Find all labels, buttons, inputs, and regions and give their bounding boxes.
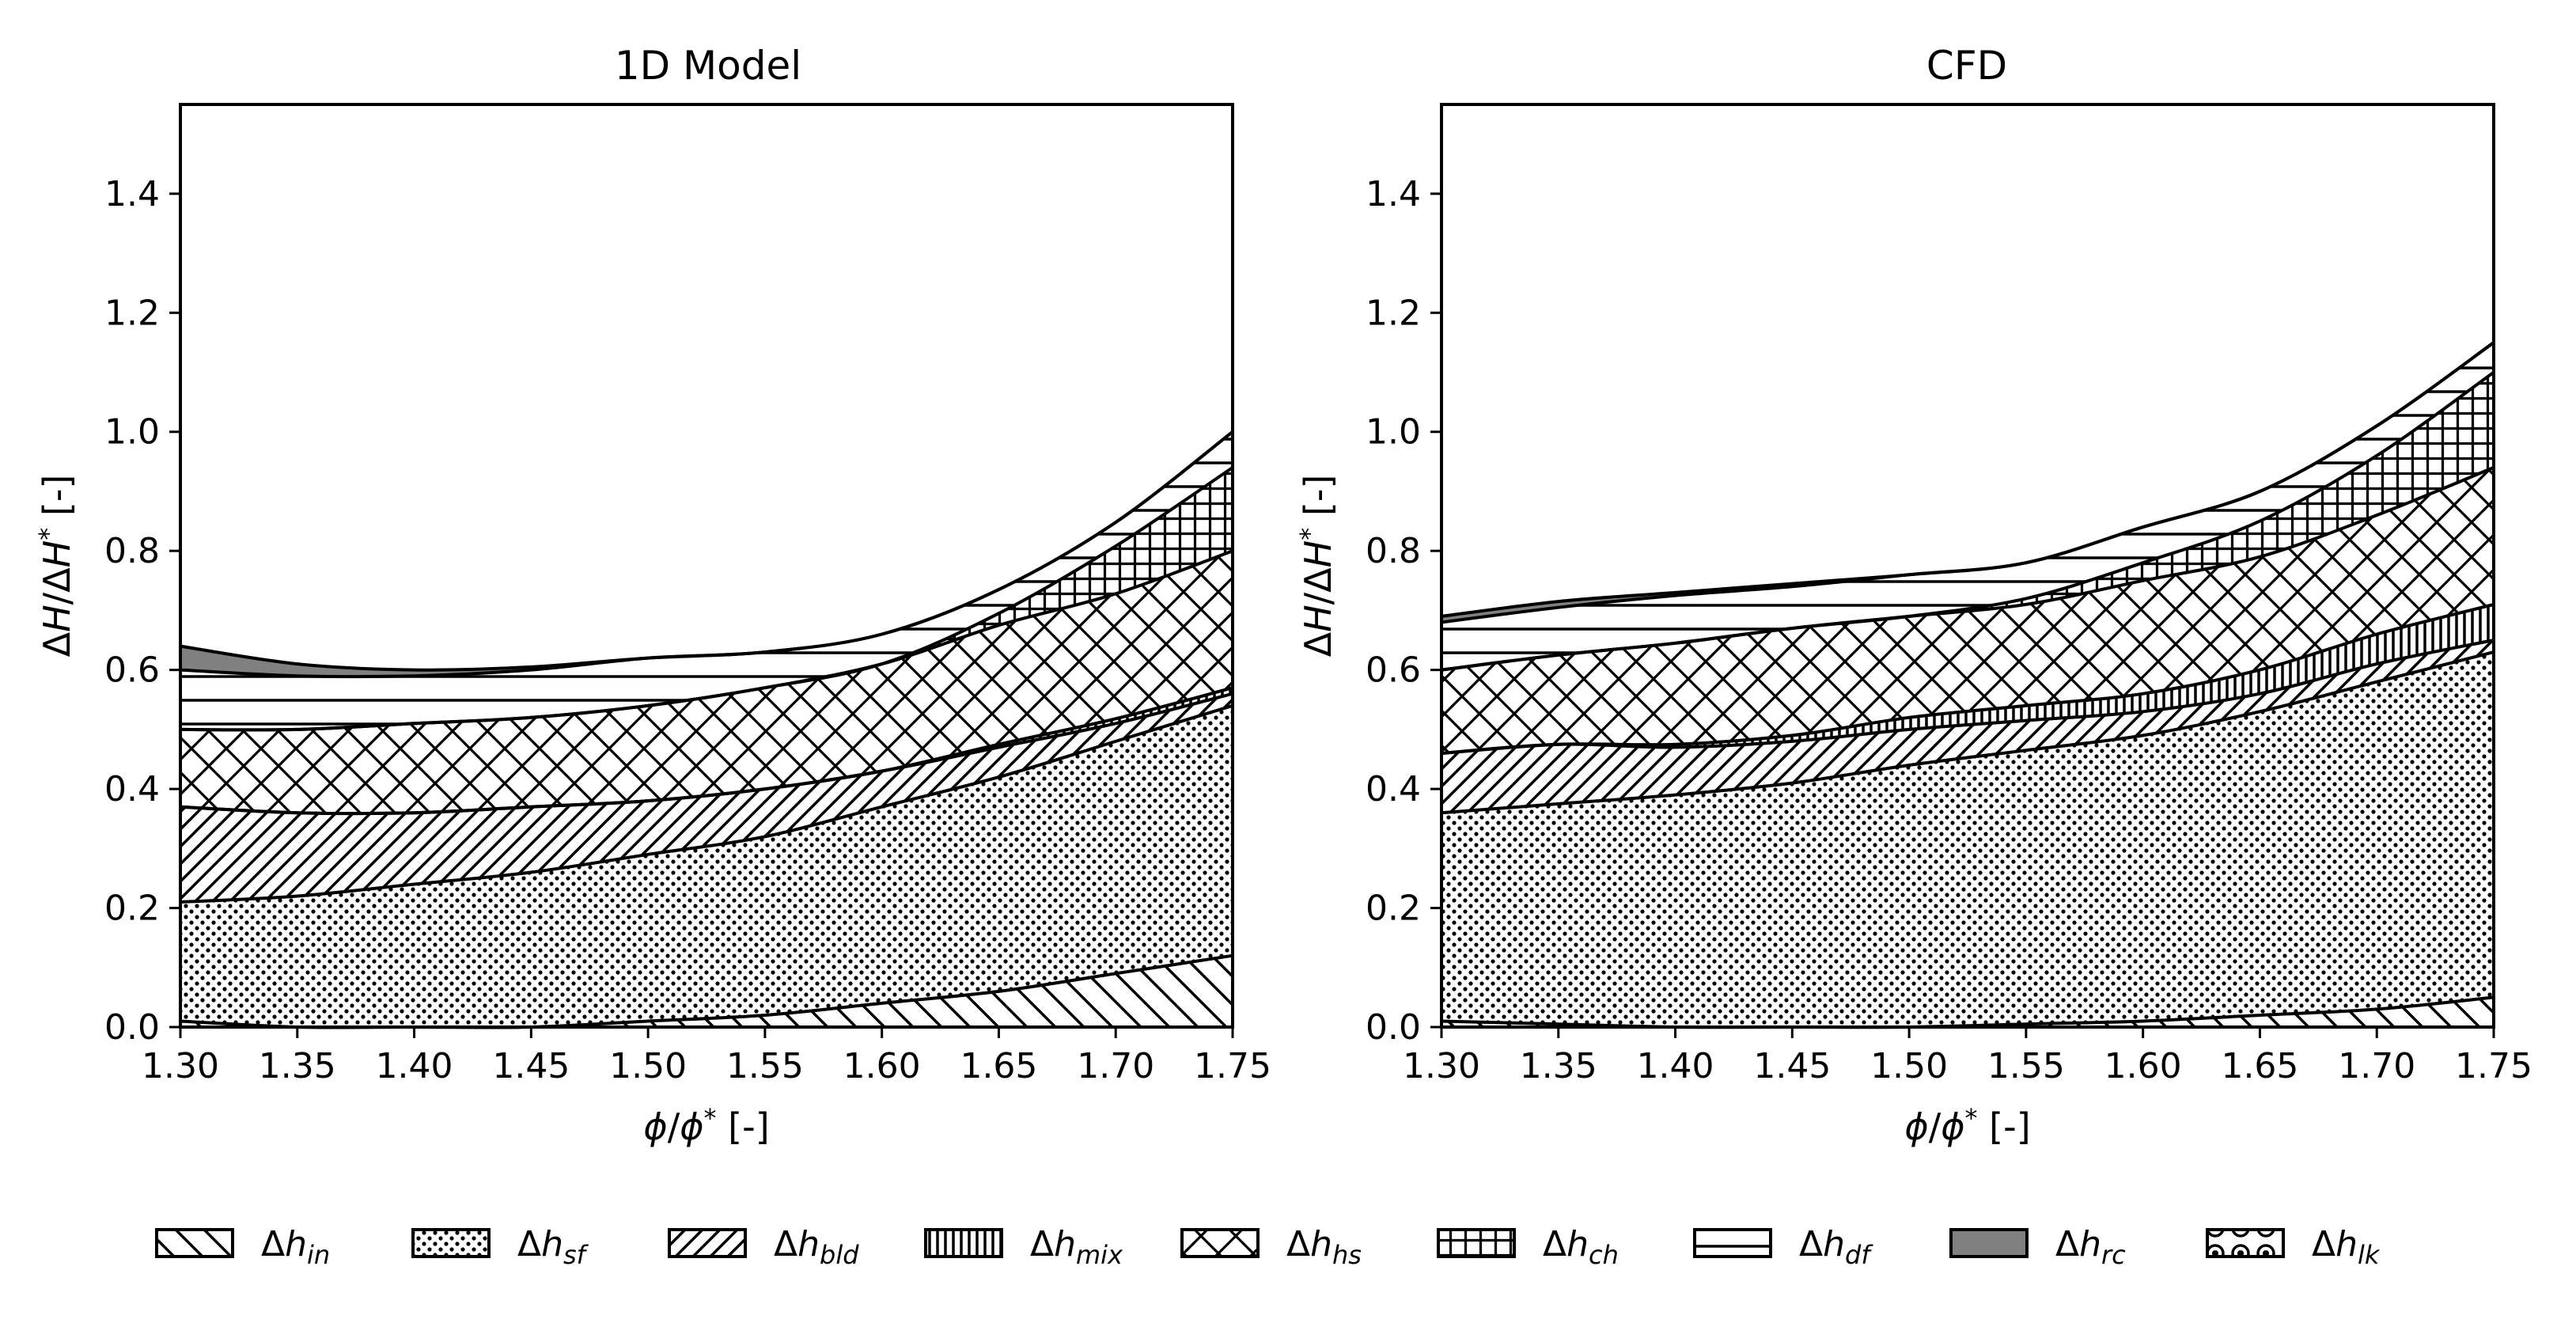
y-tick-label: 1.4 [104, 174, 160, 214]
legend: Δhin Δhsf Δhbld Δhmix Δhhs Δhch Δhdf Δhrc Δhlk [155, 1224, 2381, 1270]
legend-swatch [924, 1228, 1003, 1258]
x-axis-title: ϕ/ϕ* [-] [1904, 1103, 2030, 1148]
x-tick-label: 1.70 [1077, 1046, 1154, 1086]
x-tick-label: 1.50 [1870, 1046, 1948, 1086]
y-tick-label: 0.2 [104, 889, 160, 929]
x-tick-label: 1.75 [1194, 1046, 1271, 1086]
y-tick-label: 0.8 [1366, 531, 1421, 571]
x-tick-label: 1.30 [1403, 1046, 1480, 1086]
x-tick-label: 1.70 [2338, 1046, 2415, 1086]
legend-label: Δhsf [517, 1224, 589, 1270]
area-df [180, 431, 1233, 730]
x-tick-label: 1.45 [1753, 1046, 1831, 1086]
legend-label: Δhdf [1799, 1224, 1873, 1270]
area-boundary-line [1441, 370, 2495, 672]
y-tick-label: 0.4 [104, 769, 160, 809]
legend-item-rc: Δhrc [1949, 1224, 2126, 1270]
y-tick-label: 0.6 [104, 650, 160, 691]
legend-swatch [1437, 1228, 1516, 1258]
legend-label: Δhbld [774, 1224, 859, 1270]
x-tick-label: 1.65 [2221, 1046, 2298, 1086]
plot-frame [1440, 103, 2495, 1029]
plot-frame [179, 103, 1234, 1029]
area-boundary-line [180, 703, 1233, 904]
y-tick-label: 0.8 [104, 531, 160, 571]
x-tick-label: 1.55 [726, 1046, 804, 1086]
y-tick-label: 1.0 [1366, 412, 1421, 453]
x-tick-label: 1.75 [2455, 1046, 2532, 1086]
area-df [1441, 342, 2494, 670]
area-boundary-line [1441, 341, 2495, 618]
chart-panel-1d-model: 1D Model 1.30 1.35 1.40 1.45 1.50 1.55 1.60 1.6… [33, 43, 1271, 1148]
x-tick-label: 1.50 [609, 1046, 687, 1086]
x-tick-label: 1.55 [1987, 1046, 2065, 1086]
area-in [180, 955, 1233, 1028]
y-tick-label: 0.4 [1366, 769, 1421, 809]
chart-title: 1D Model [615, 43, 801, 89]
legend-item-mix: Δhmix [924, 1224, 1123, 1270]
x-tick-label: 1.40 [376, 1046, 453, 1086]
legend-item-ch: Δhch [1437, 1224, 1619, 1270]
y-tick-label: 0.0 [104, 1007, 160, 1048]
legend-swatch [411, 1228, 491, 1258]
area-hs [180, 551, 1233, 814]
chart-panel-cfd: CFD 1.30 1.35 1.40 1.45 1.50 1.55 1.60 1.65 1.70… [1294, 43, 2532, 1148]
area-bld [1441, 640, 2494, 813]
legend-swatch [2206, 1228, 2285, 1258]
legend-label: Δhlk [2312, 1224, 2381, 1270]
x-tick-label: 1.60 [2104, 1046, 2182, 1086]
legend-item-lk: Δhlk [2206, 1224, 2381, 1270]
y-tick-label: 1.2 [104, 293, 160, 333]
x-tick-label: 1.60 [843, 1046, 921, 1086]
chart-title: CFD [1926, 43, 2007, 89]
legend-item-bld: Δhbld [668, 1224, 859, 1270]
legend-swatch [668, 1228, 747, 1258]
x-axis-title: ϕ/ϕ* [-] [643, 1103, 769, 1148]
y-tick-label: 1.0 [104, 412, 160, 453]
y-axis-title: ΔH/ΔH* [-] [33, 475, 78, 658]
area-boundary-line [1441, 602, 2495, 755]
x-tick-label: 1.65 [960, 1046, 1037, 1086]
x-tick-label: 1.35 [259, 1046, 336, 1086]
x-tick-label: 1.35 [1520, 1046, 1597, 1086]
area-boundary-line [180, 466, 1234, 732]
x-tick-label: 1.40 [1637, 1046, 1714, 1086]
y-tick-label: 0.2 [1366, 889, 1421, 929]
y-tick-label: 0.6 [1366, 650, 1421, 691]
x-tick-label: 1.30 [142, 1046, 219, 1086]
legend-label: Δhch [1543, 1224, 1619, 1270]
legend-label: Δhin [261, 1224, 330, 1270]
area-in [1441, 997, 2494, 1028]
area-boundary-line [180, 430, 1234, 672]
legend-swatch [155, 1228, 234, 1258]
legend-item-hs: Δhhs [1180, 1224, 1362, 1270]
area-bld [180, 693, 1233, 902]
x-tick-label: 1.45 [492, 1046, 570, 1086]
area-hs [1441, 467, 2494, 753]
legend-label: Δhrc [2055, 1224, 2126, 1270]
legend-swatch [1693, 1228, 1772, 1258]
legend-label: Δhhs [1286, 1224, 1362, 1270]
legend-swatch [1180, 1228, 1260, 1258]
area-boundary-line [180, 686, 1233, 816]
legend-swatch [1949, 1228, 2029, 1258]
area-boundary-line [1441, 650, 2495, 815]
legend-item-in: Δhin [155, 1224, 330, 1270]
legend-item-sf: Δhsf [411, 1224, 589, 1270]
y-tick-label: 0.0 [1366, 1007, 1421, 1048]
y-tick-label: 1.2 [1366, 293, 1421, 333]
legend-item-df: Δhdf [1693, 1224, 1873, 1270]
y-axis-title: ΔH/ΔH* [-] [1294, 475, 1339, 658]
area-sf [1441, 652, 2494, 1028]
legend-label: Δhmix [1030, 1224, 1123, 1270]
y-tick-label: 1.4 [1366, 174, 1421, 214]
